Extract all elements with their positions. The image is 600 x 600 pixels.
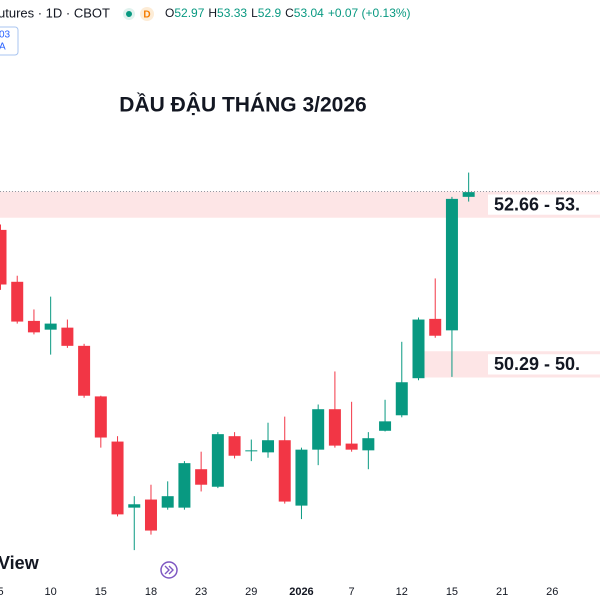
ohlc-value: 53.04 [294, 6, 324, 20]
side-box [0, 26, 19, 56]
badge: D [143, 10, 150, 21]
candle-body [11, 281, 24, 322]
ohlc-label: H [208, 6, 217, 20]
candle-body [245, 450, 258, 452]
candle-body [429, 318, 442, 336]
candles [0, 172, 475, 551]
candle-body [78, 345, 91, 396]
zone-label-bg [488, 194, 600, 215]
zone-label: 50.29 - 50. [494, 354, 580, 374]
candle-body [379, 421, 392, 431]
symbol: utures · 1D · CBOT [0, 5, 110, 20]
candle-body [0, 229, 7, 285]
candle-body [161, 496, 174, 508]
x-axis: 5 10 15 18 23 29 2026 7 12 15 21 26 [0, 586, 558, 598]
candle-body [362, 438, 375, 451]
candle-body [278, 440, 291, 502]
candle-body [128, 504, 141, 508]
ohlc-value: 52.9 [258, 6, 282, 20]
status-dot [126, 11, 132, 17]
ohlc: O52.97 H53.33 L52.9 C53.04 +0.07 (+0.13%) [165, 6, 411, 20]
candle-body [462, 192, 475, 197]
side-box-line: A [0, 42, 6, 53]
zone-label: 52.66 - 53. [494, 194, 580, 214]
candle-body [412, 319, 425, 379]
candle-body [395, 382, 408, 416]
x-tick-label: 29 [245, 586, 257, 598]
ohlc-change: +0.07 (+0.13%) [328, 6, 411, 20]
candle-body [445, 198, 458, 331]
candle-body [228, 436, 241, 456]
candle-body [61, 327, 74, 346]
ohlc-label: C [285, 6, 294, 20]
candle-body [195, 469, 208, 485]
candle-body [262, 440, 275, 453]
candle-body [295, 449, 308, 506]
x-tick-label: 18 [145, 586, 157, 598]
candle-body [144, 499, 157, 531]
x-tick-label: 15 [446, 586, 458, 598]
x-tick-label: 15 [95, 586, 107, 598]
x-tick-label: 21 [496, 586, 508, 598]
x-tick-label: 2026 [289, 586, 313, 598]
side-box-line: 03 [0, 30, 11, 41]
ohlc-label: L [251, 6, 258, 20]
x-tick-label: 26 [546, 586, 558, 598]
x-tick-label: 7 [349, 586, 355, 598]
candle-body [178, 463, 191, 508]
ohlc-value: 52.97 [174, 6, 204, 20]
candle-body [27, 320, 40, 333]
candle-body [44, 323, 57, 330]
candle-body [328, 409, 341, 446]
x-tick-label: 12 [396, 586, 408, 598]
candle-body [94, 396, 107, 438]
ohlc-value: 53.33 [217, 6, 247, 20]
x-tick-label: 10 [45, 586, 57, 598]
candle-body [211, 434, 224, 487]
candle-body [111, 441, 124, 515]
zones: 52.66 - 53. 50.29 - 50. [0, 190, 600, 378]
chart-title: DẦU ĐẬU THÁNG 3/2026 [119, 93, 366, 117]
x-tick-label: 5 [0, 586, 4, 598]
candle-body [345, 443, 358, 450]
zone-label-bg [488, 354, 600, 375]
badge-bg [140, 7, 154, 21]
candle-body [312, 409, 325, 450]
replay-icon-arrows [164, 565, 174, 575]
watermark: View [0, 553, 40, 573]
ohlc-label: O [165, 6, 174, 20]
x-tick-label: 23 [195, 586, 207, 598]
